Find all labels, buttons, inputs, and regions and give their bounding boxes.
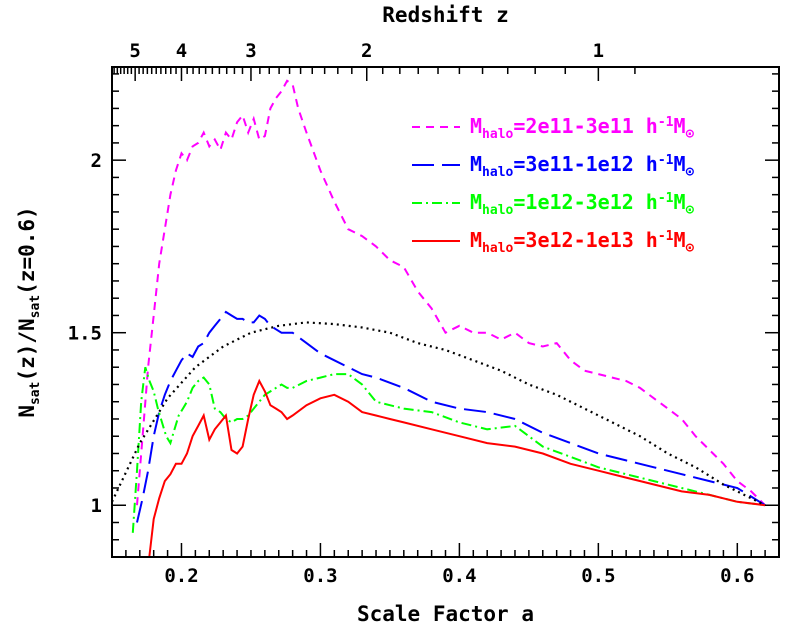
plot-frame xyxy=(111,66,780,558)
legend-part: M xyxy=(470,228,482,252)
legend-part: M xyxy=(674,114,686,138)
legend-entry-red: Mhalo=3e12-1e13 h-1M⊙ xyxy=(470,228,695,256)
legend-part: halo xyxy=(482,241,513,256)
legend-part: halo xyxy=(482,203,513,218)
y-title-sub1: sat xyxy=(28,382,43,405)
legend-part: ⊙ xyxy=(686,126,695,142)
legend-entry-magenta: Mhalo=2e11-3e11 h-1M⊙ xyxy=(470,114,695,142)
series-line-magenta xyxy=(136,79,766,506)
series-line-red xyxy=(148,378,766,557)
legend-part: ⊙ xyxy=(686,164,695,180)
legend-entry-blue: Mhalo=3e11-1e12 h-1M⊙ xyxy=(470,152,695,180)
legend: Mhalo=2e11-3e11 h-1M⊙Mhalo=3e11-1e12 h-1… xyxy=(412,114,695,256)
x-tick-label: 0.5 xyxy=(581,565,615,587)
x-axis-title: Scale Factor a xyxy=(357,602,534,626)
legend-part: ⊙ xyxy=(686,202,695,218)
legend-entry-green: Mhalo=1e12-3e12 h-1M⊙ xyxy=(470,190,695,218)
legend-part: M xyxy=(470,114,482,138)
legend-part: -1 xyxy=(658,115,674,130)
labels-layer: 0.2 0.3 0.4 0.5 0.6 1 1.5 2 5 4 3 2 1 xyxy=(68,40,755,587)
legend-part: -1 xyxy=(658,191,674,206)
top-tick-label: 2 xyxy=(361,40,372,62)
series-layer xyxy=(112,79,766,557)
y-tick-label: 1 xyxy=(91,495,102,517)
top-tick-label: 1 xyxy=(593,40,604,62)
y-tick-label: 2 xyxy=(91,150,102,172)
y-title-sub2: sat xyxy=(28,295,43,318)
y-title-end: (z=0.6) xyxy=(15,206,39,295)
top-tick-label: 3 xyxy=(245,40,256,62)
legend-part: =3e11-1e12 h xyxy=(513,152,658,176)
y-title-n1: N xyxy=(15,405,39,418)
top-axis-title: Redshift z xyxy=(382,3,508,27)
series-line-green xyxy=(131,366,766,533)
legend-part: M xyxy=(674,152,686,176)
top-tick-label: 4 xyxy=(176,40,187,62)
x-tick-label: 0.6 xyxy=(720,565,754,587)
legend-part: -1 xyxy=(658,229,674,244)
x-tick-label: 0.2 xyxy=(164,565,198,587)
legend-part: =2e11-3e11 h xyxy=(513,114,658,138)
y-title-mid: (z)/N xyxy=(15,318,39,381)
ticks-layer xyxy=(111,67,780,558)
y-tick-label: 1.5 xyxy=(68,323,102,345)
x-tick-label: 0.3 xyxy=(303,565,337,587)
legend-part: -1 xyxy=(658,153,674,168)
legend-part: ⊙ xyxy=(686,240,695,256)
legend-part: M xyxy=(674,228,686,252)
legend-part: halo xyxy=(482,127,513,142)
y-axis-title: Nsat(z)/Nsat(z=0.6) xyxy=(15,206,43,417)
legend-part: M xyxy=(470,190,482,214)
x-tick-label: 0.4 xyxy=(442,565,476,587)
top-tick-label: 5 xyxy=(129,40,140,62)
series-line-blue xyxy=(136,310,766,523)
legend-part: M xyxy=(470,152,482,176)
legend-part: =1e12-3e12 h xyxy=(513,190,658,214)
legend-part: M xyxy=(674,190,686,214)
legend-part: halo xyxy=(482,165,513,180)
legend-part: =3e12-1e13 h xyxy=(513,228,658,252)
